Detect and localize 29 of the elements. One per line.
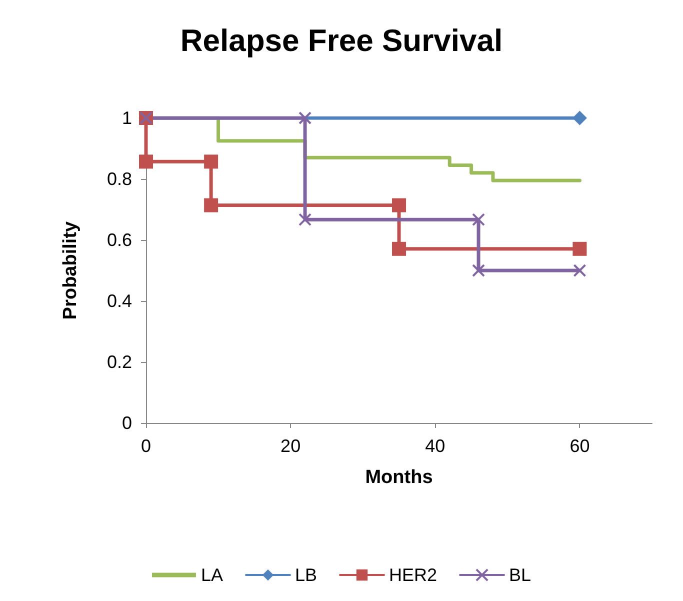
y-tick-label: 0.2 [106, 352, 132, 372]
y-axis-title: Probability [60, 220, 81, 320]
y-tick-label: 0 [122, 413, 132, 433]
x-tick-label: 20 [280, 436, 301, 456]
legend-label: BL [509, 565, 532, 585]
legend-label: LB [294, 565, 318, 585]
chart-title: Relapse Free Survival [180, 23, 503, 58]
point [392, 198, 406, 212]
x-axis-title: Months [365, 467, 433, 488]
point [472, 264, 486, 277]
x-tick-label: 0 [140, 436, 152, 456]
legend-label: LA [200, 565, 223, 585]
y-tick-label: 0.8 [106, 169, 132, 189]
point [573, 264, 586, 277]
point [204, 198, 218, 212]
legend-label: HER2 [389, 565, 438, 585]
point [298, 213, 312, 226]
point [298, 112, 312, 124]
point [204, 154, 218, 169]
y-tick-label: 1 [122, 108, 132, 128]
x-tick-label: 60 [570, 436, 590, 456]
point [572, 242, 587, 256]
x-tick-label: 40 [425, 436, 446, 456]
y-tick-label: 0.4 [106, 291, 132, 311]
point [572, 111, 587, 125]
point [392, 242, 406, 256]
point [139, 154, 153, 169]
y-tick-label: 0.6 [106, 230, 132, 250]
point [472, 213, 486, 226]
